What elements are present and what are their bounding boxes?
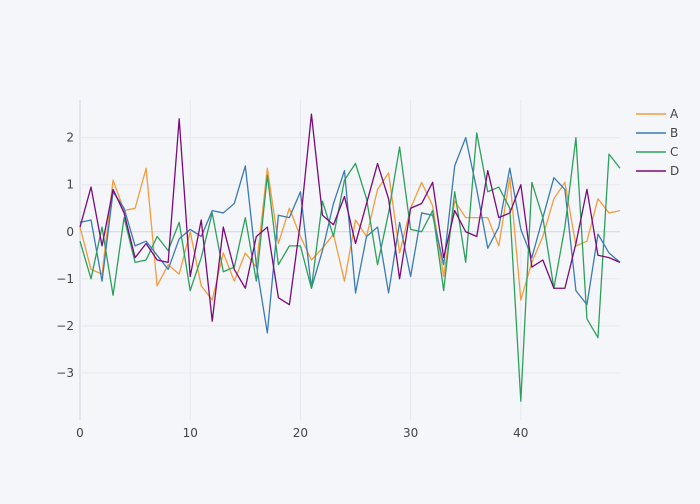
series-line-D[interactable] [79,113,621,322]
x-tick-label: 40 [513,426,528,440]
y-tick-label: 0 [66,225,74,239]
y-tick-label: −3 [56,366,74,380]
x-tick-label: 20 [293,426,308,440]
legend-item-D[interactable]: D [636,164,679,178]
y-tick-label: 1 [66,178,74,192]
legend-label: C [670,145,678,159]
legend-item-C[interactable]: C [636,145,678,159]
legend-label: D [670,164,679,178]
axes: 0 10 20 30 40 −3 −2 −1 0 1 2 [56,131,528,440]
legend-item-B[interactable]: B [636,126,678,140]
x-tick-label: 10 [183,426,198,440]
legend-item-A[interactable]: A [636,107,679,121]
series-line-A[interactable] [79,167,621,301]
y-tick-label: 2 [66,131,74,145]
series-lines [79,113,621,402]
legend-label: B [670,126,678,140]
y-tick-label: −2 [56,319,74,333]
y-tick-label: −1 [56,272,74,286]
x-tick-label: 30 [403,426,418,440]
x-tick-label: 0 [76,426,84,440]
legend-label: A [670,107,679,121]
